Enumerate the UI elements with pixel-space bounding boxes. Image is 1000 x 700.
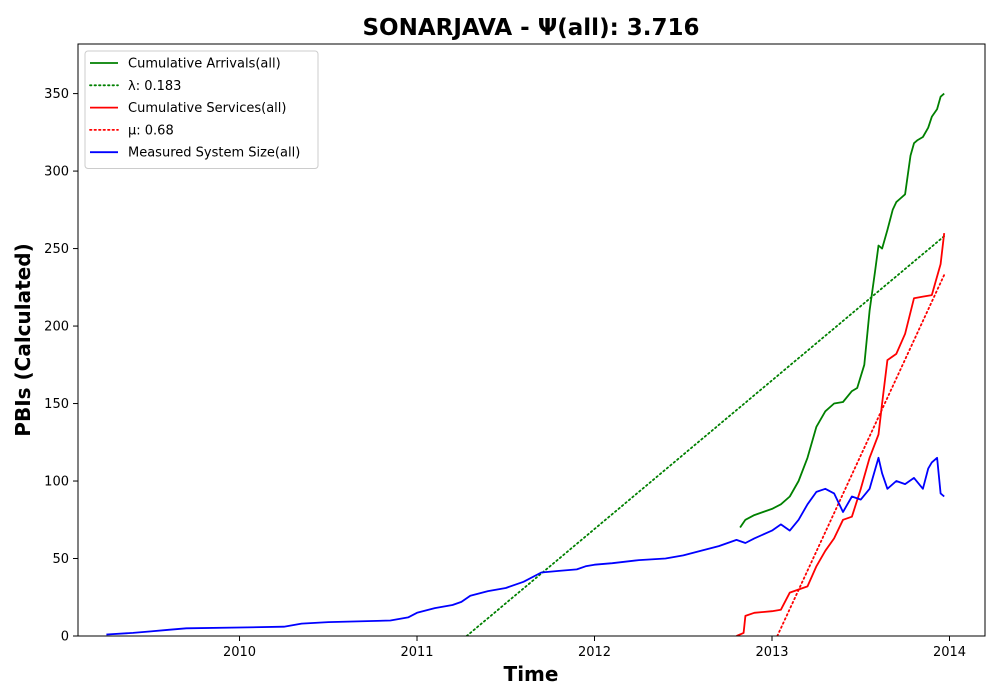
y-tick-label: 250 [44,242,69,257]
chart-title: SONARJAVA - Ψ(all): 3.716 [362,15,699,41]
y-tick-label: 200 [44,320,69,335]
x-axis-label: Time [504,662,559,686]
legend-box [84,50,319,169]
legend-label: μ: 0.68 [128,123,174,138]
y-tick-label: 50 [52,552,69,567]
y-tick-label: 150 [44,397,69,412]
plot-area [106,92,946,636]
legend-label: Cumulative Services(all) [128,101,286,116]
x-tick-label: 2013 [755,645,788,660]
y-axis-label: PBIs (Calculated) [11,243,35,436]
series-line-3 [776,274,946,636]
y-tick-label: 100 [44,475,69,490]
legend-label: Measured System Size(all) [128,146,300,161]
y-tick-label: 300 [44,165,69,180]
legend: Cumulative Arrivals(all) λ: 0.183 Cumulati… [84,50,319,169]
legend-label: Cumulative Arrivals(all) [128,57,281,72]
x-tick-label: 2010 [223,645,256,660]
x-tick-label: 2014 [933,645,966,660]
series-line-1 [465,235,946,636]
legend-label: λ: 0.183 [128,79,181,94]
series-line-2 [736,232,946,636]
y-tick-label: 0 [61,630,69,645]
x-tick-label: 2012 [578,645,611,660]
x-tick-label: 2011 [400,645,433,660]
series-line-0 [739,92,945,529]
axes: 2010 2011 2012 2013 2014 0 50 100 150 200 250 300 35… [44,43,986,660]
y-tick-label: 350 [44,87,69,102]
series-line-4 [106,456,945,636]
axes-frame [77,43,986,637]
